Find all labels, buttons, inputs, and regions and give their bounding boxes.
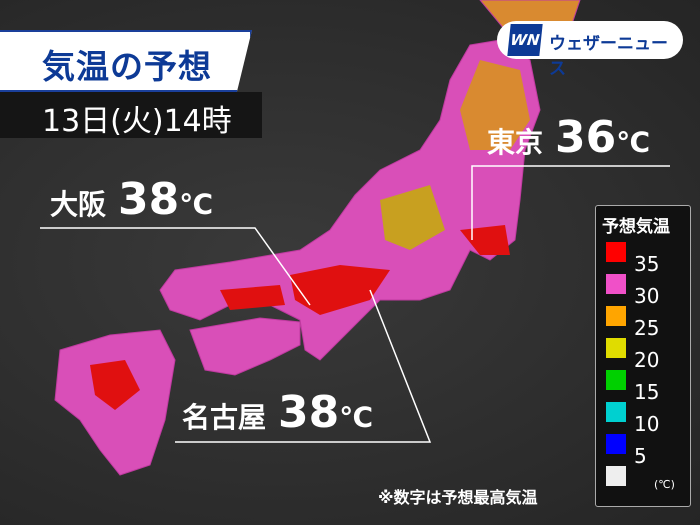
legend-swatch bbox=[606, 306, 626, 326]
city-label-tokyo: 東京 36℃ bbox=[487, 112, 650, 163]
legend-swatch bbox=[606, 434, 626, 454]
city-name: 東京 bbox=[487, 126, 544, 159]
legend-swatch bbox=[606, 370, 626, 390]
legend-title: 予想気温 bbox=[602, 217, 670, 237]
city-label-osaka: 大阪 38℃ bbox=[50, 174, 213, 225]
logo-text: ウェザーニュース bbox=[549, 34, 668, 79]
wn-logo-mark: WN bbox=[507, 24, 543, 56]
city-temp: 38 bbox=[278, 387, 340, 438]
datetime-banner: 13日(火)14時 bbox=[0, 92, 262, 139]
legend-label: 5 bbox=[634, 444, 647, 468]
temp-unit: ℃ bbox=[616, 126, 651, 159]
legend-swatch bbox=[606, 338, 626, 358]
hot-kyushu bbox=[90, 360, 140, 410]
temp-unit: ℃ bbox=[339, 401, 374, 434]
legend-swatch bbox=[606, 242, 626, 262]
legend-swatch bbox=[606, 466, 626, 486]
honshu bbox=[159, 39, 541, 361]
city-temp: 36 bbox=[555, 112, 617, 163]
legend-label: 15 bbox=[634, 380, 660, 404]
forecast-datetime: 13日(火)14時 bbox=[42, 104, 232, 139]
legend-label: 35 bbox=[634, 252, 660, 276]
page-title: 気温の予想 bbox=[42, 47, 212, 86]
hot-chugoku bbox=[220, 285, 285, 310]
city-name: 名古屋 bbox=[182, 401, 267, 434]
legend-label: 10 bbox=[634, 412, 660, 436]
legend-label: 20 bbox=[634, 348, 660, 372]
title-banner: 気温の予想 bbox=[0, 30, 252, 92]
legend-unit: (℃) bbox=[654, 478, 675, 491]
shikoku bbox=[189, 317, 301, 376]
legend-label: 30 bbox=[634, 284, 660, 308]
city-temp: 38 bbox=[118, 174, 180, 225]
hot-kinki bbox=[290, 265, 390, 315]
legend-label: 25 bbox=[634, 316, 660, 340]
temperature-legend: 予想気温 35 30 25 20 15 10 5 (℃) bbox=[595, 205, 691, 507]
city-label-nagoya: 名古屋 38℃ bbox=[182, 387, 373, 438]
mountains bbox=[380, 185, 445, 250]
hot-tohoku bbox=[460, 60, 530, 150]
city-name: 大阪 bbox=[50, 188, 107, 221]
legend-swatch bbox=[606, 274, 626, 294]
tokyo-leader-line bbox=[471, 165, 670, 240]
legend-swatch bbox=[606, 402, 626, 422]
osaka-leader-line bbox=[40, 227, 311, 306]
nagoya-leader-line bbox=[175, 289, 432, 443]
temp-unit: ℃ bbox=[179, 188, 214, 221]
footnote: ※数字は予想最高気温 bbox=[378, 488, 538, 507]
weathernews-logo: WN ウェザーニュース bbox=[497, 21, 683, 79]
